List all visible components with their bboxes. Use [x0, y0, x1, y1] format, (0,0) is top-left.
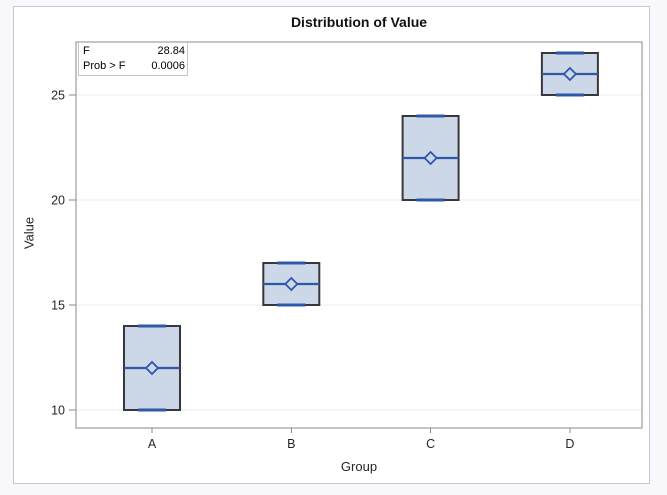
y-tick-label-15: 15	[51, 299, 65, 313]
mean-diamond-C	[423, 150, 438, 166]
plot-svg: 10 15 20 25 A B C D	[51, 41, 643, 451]
plot-frame	[75, 41, 643, 429]
chart-title: Distribution of Value	[290, 14, 428, 30]
stat-label: F	[83, 45, 90, 57]
mean-diamond-B	[284, 276, 299, 292]
y-tick-label-20: 20	[51, 194, 65, 208]
x-tick-label-A: A	[148, 437, 157, 451]
stat-label: Prob > F	[83, 60, 126, 72]
y-tick-label-10: 10	[51, 404, 65, 418]
x-tick-label-B: B	[287, 437, 295, 451]
stats-row-prob: Prob > F 0.0006	[79, 59, 187, 74]
anova-stats-inset: F 28.84 Prob > F 0.0006	[78, 42, 188, 76]
mean-diamond-D	[562, 66, 578, 82]
stats-row-f: F 28.84	[79, 44, 187, 59]
y-axis-title: Value	[21, 216, 37, 250]
x-axis-title: Group	[340, 459, 378, 474]
chart-paper: Distribution of Value 10 15 20 25 A B C D F 28.…	[13, 6, 650, 484]
mean-diamond-A	[144, 360, 160, 376]
x-tick-label-D: D	[565, 437, 574, 451]
stat-value: 0.0006	[151, 60, 185, 72]
y-tick-label-25: 25	[51, 89, 65, 103]
x-tick-label-C: C	[426, 437, 435, 451]
stat-value: 28.84	[157, 45, 185, 57]
